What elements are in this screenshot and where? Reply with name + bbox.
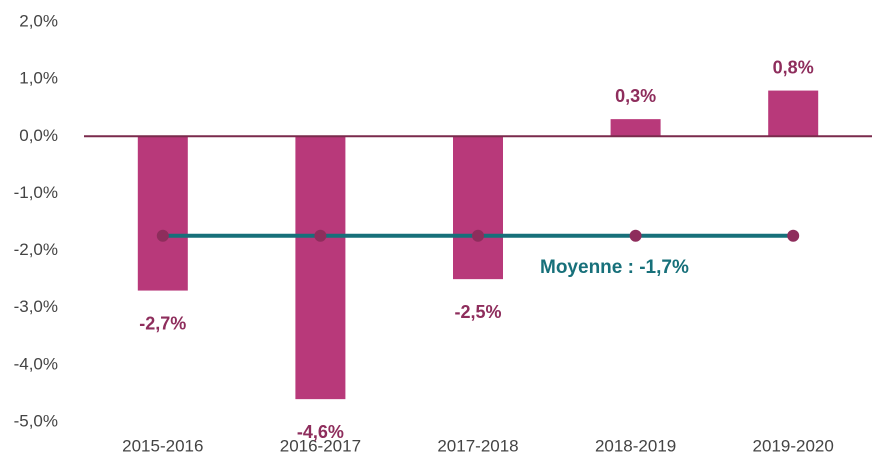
y-tick-label: -3,0% [14, 297, 58, 316]
bar [453, 136, 503, 280]
y-tick-label: 2,0% [19, 11, 58, 30]
value-label: -2,5% [454, 302, 501, 322]
bar [295, 136, 346, 400]
y-tick-label: 0,0% [19, 126, 58, 145]
average-marker [787, 229, 800, 242]
x-tick-label: 2015-2016 [122, 436, 203, 455]
y-tick-label: -1,0% [14, 183, 58, 202]
average-annotation: Moyenne : -1,7% [540, 257, 689, 278]
value-label: -4,6% [297, 422, 344, 442]
bar [610, 119, 661, 137]
value-label: 0,3% [615, 86, 656, 106]
value-label: -2,7% [139, 313, 186, 333]
y-tick-label: 1,0% [19, 69, 58, 88]
y-tick-label: -2,0% [14, 240, 58, 259]
x-tick-label: 2018-2019 [595, 436, 676, 455]
bar [137, 136, 188, 291]
average-marker [156, 229, 169, 242]
x-tick-label: 2019-2020 [753, 436, 834, 455]
average-marker [314, 229, 327, 242]
bar [768, 90, 819, 137]
average-marker [629, 229, 642, 242]
value-label: 0,8% [773, 57, 814, 77]
y-tick-label: -5,0% [14, 411, 58, 430]
average-marker [472, 229, 484, 242]
x-tick-label: 2016-2017 [280, 436, 361, 455]
x-tick-label: 2017-2018 [437, 436, 518, 455]
y-tick-label: -4,0% [14, 354, 58, 373]
